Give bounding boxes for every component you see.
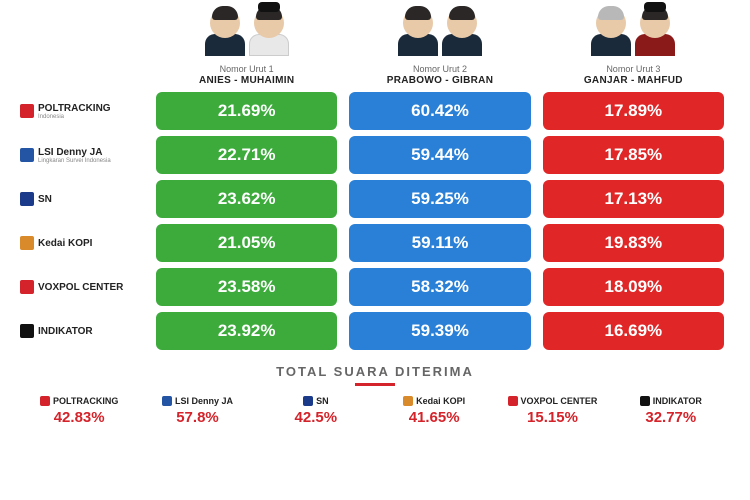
total-pct: 42.83% — [20, 409, 138, 426]
pct-cell: 17.89% — [543, 92, 724, 130]
nomor-urut-3: Nomor Urut 3 — [543, 64, 724, 74]
total-pct: 41.65% — [375, 409, 493, 426]
nomor-urut-2: Nomor Urut 2 — [349, 64, 530, 74]
org-logo-icon — [20, 280, 34, 294]
data-row-2: SN 23.62% 59.25% 17.13% — [20, 180, 730, 218]
data-row-0: POLTRACKINGIndonesia 21.69% 60.42% 17.89% — [20, 92, 730, 130]
org-logo-icon — [508, 396, 518, 406]
candidate-avatars-1 — [156, 8, 337, 60]
pct-cell: 60.42% — [349, 92, 530, 130]
org-logo-icon — [640, 396, 650, 406]
data-row-1: LSI Denny JALingkaran Survei Indonesia 22… — [20, 136, 730, 174]
candidate-names-1: ANIES - MUHAIMIN — [156, 75, 337, 86]
title-underline — [355, 383, 395, 386]
data-row-5: INDIKATOR 23.92% 59.39% 16.69% — [20, 312, 730, 350]
candidate-col-3: Nomor Urut 3 GANJAR - MAHFUD — [537, 8, 730, 86]
candidate-avatars-3 — [543, 8, 724, 60]
org-label-4: VOXPOL CENTER — [20, 280, 150, 294]
total-org-label: VOXPOL CENTER — [493, 396, 611, 406]
candidate-avatars-2 — [349, 8, 530, 60]
org-logo-icon — [403, 396, 413, 406]
total-item-0: POLTRACKING 42.83% — [20, 396, 138, 426]
total-org-label: LSI Denny JA — [138, 396, 256, 406]
pct-cell: 19.83% — [543, 224, 724, 262]
candidate-names-3: GANJAR - MAHFUD — [543, 75, 724, 86]
org-label-1: LSI Denny JALingkaran Survei Indonesia — [20, 147, 150, 164]
org-label-5: INDIKATOR — [20, 324, 150, 338]
org-logo-icon — [20, 192, 34, 206]
pct-cell: 17.85% — [543, 136, 724, 174]
total-pct: 57.8% — [138, 409, 256, 426]
totals-row: POLTRACKING 42.83%LSI Denny JA 57.8%SN 42.5… — [20, 396, 730, 426]
pct-cell: 23.58% — [156, 268, 337, 306]
candidate-col-2: Nomor Urut 2 PRABOWO - GIBRAN — [343, 8, 536, 86]
pct-cell: 21.05% — [156, 224, 337, 262]
org-logo-icon — [20, 236, 34, 250]
totals-title: TOTAL SUARA DITERIMA — [20, 364, 730, 379]
pct-cell: 58.32% — [349, 268, 530, 306]
pct-cell: 23.62% — [156, 180, 337, 218]
total-org-label: Kedai KOPI — [375, 396, 493, 406]
total-item-3: Kedai KOPI 41.65% — [375, 396, 493, 426]
org-logo-icon — [20, 148, 34, 162]
poll-table: Nomor Urut 1 ANIES - MUHAIMIN Nomor Urut… — [0, 0, 750, 434]
nomor-urut-1: Nomor Urut 1 — [156, 64, 337, 74]
pct-cell: 59.39% — [349, 312, 530, 350]
pct-cell: 17.13% — [543, 180, 724, 218]
total-pct: 32.77% — [612, 409, 730, 426]
total-org-label: INDIKATOR — [612, 396, 730, 406]
pct-cell: 18.09% — [543, 268, 724, 306]
total-pct: 42.5% — [257, 409, 375, 426]
org-logo-icon — [20, 104, 34, 118]
total-item-5: INDIKATOR 32.77% — [612, 396, 730, 426]
candidate-header-row: Nomor Urut 1 ANIES - MUHAIMIN Nomor Urut… — [20, 8, 730, 86]
total-item-1: LSI Denny JA 57.8% — [138, 396, 256, 426]
pct-cell: 21.69% — [156, 92, 337, 130]
pct-cell: 22.71% — [156, 136, 337, 174]
total-item-2: SN 42.5% — [257, 396, 375, 426]
totals-section: TOTAL SUARA DITERIMA POLTRACKING 42.83%LS… — [20, 364, 730, 426]
total-org-label: POLTRACKING — [20, 396, 138, 406]
data-rows: POLTRACKINGIndonesia 21.69% 60.42% 17.89% LS… — [20, 92, 730, 350]
data-row-3: Kedai KOPI 21.05% 59.11% 19.83% — [20, 224, 730, 262]
org-label-3: Kedai KOPI — [20, 236, 150, 250]
total-org-label: SN — [257, 396, 375, 406]
pct-cell: 23.92% — [156, 312, 337, 350]
pct-cell: 59.44% — [349, 136, 530, 174]
org-logo-icon — [40, 396, 50, 406]
total-pct: 15.15% — [493, 409, 611, 426]
pct-cell: 59.11% — [349, 224, 530, 262]
org-logo-icon — [20, 324, 34, 338]
candidate-names-2: PRABOWO - GIBRAN — [349, 75, 530, 86]
org-label-2: SN — [20, 192, 150, 206]
candidate-col-1: Nomor Urut 1 ANIES - MUHAIMIN — [150, 8, 343, 86]
org-label-0: POLTRACKINGIndonesia — [20, 103, 150, 120]
org-logo-icon — [303, 396, 313, 406]
pct-cell: 16.69% — [543, 312, 724, 350]
data-row-4: VOXPOL CENTER 23.58% 58.32% 18.09% — [20, 268, 730, 306]
org-logo-icon — [162, 396, 172, 406]
pct-cell: 59.25% — [349, 180, 530, 218]
total-item-4: VOXPOL CENTER 15.15% — [493, 396, 611, 426]
